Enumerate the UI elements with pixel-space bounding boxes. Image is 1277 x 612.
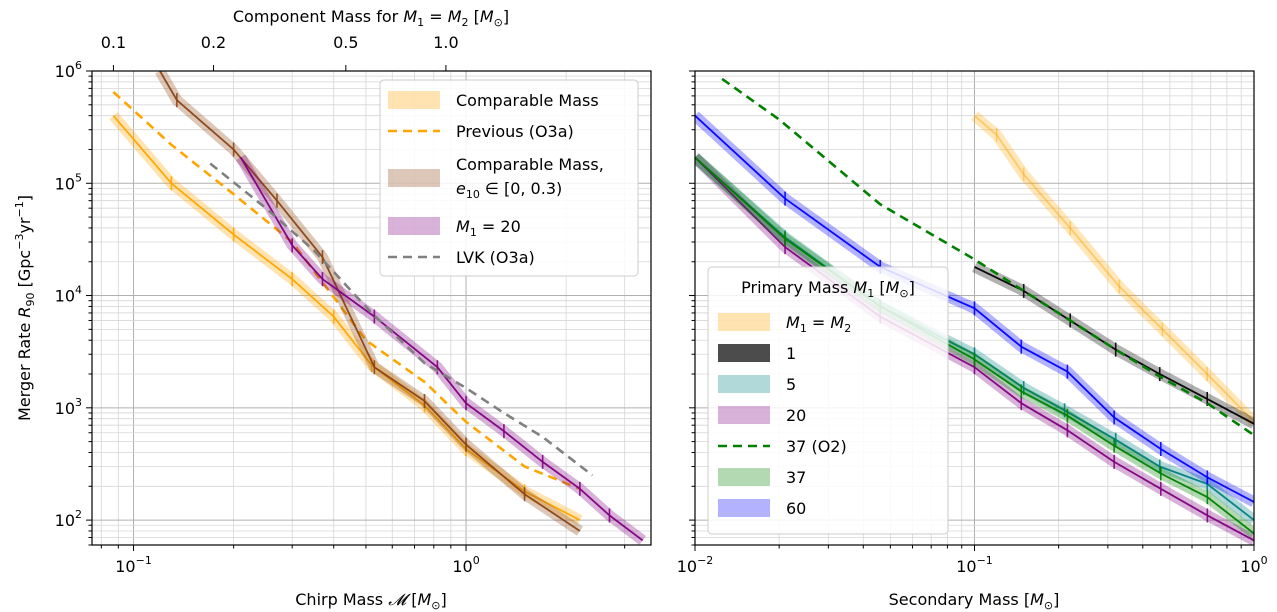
left-legend-box	[379, 79, 639, 277]
legend-swatch	[388, 91, 440, 109]
left-series	[109, 71, 647, 545]
legend-label: M1 = 20	[456, 217, 521, 239]
right-x-tick-label: 10−1	[956, 554, 993, 576]
top-tick-label: 1.0	[433, 33, 458, 52]
right-legend-box	[707, 266, 949, 535]
legend-swatch	[718, 375, 770, 393]
legend-label: LVK (O3a)	[456, 248, 535, 267]
top-tick-label: 0.1	[101, 33, 126, 52]
left-x-tick-label: 100	[452, 554, 479, 576]
legend-label: 60	[786, 499, 806, 518]
left-ticks: 10−1 100 102 103 104 105 106 0.1 0.2 0.5 1.0	[55, 33, 626, 576]
left-legend: Comparable Mass Previous (O3a) Comparable …	[379, 79, 639, 277]
legend-swatch	[718, 468, 770, 486]
legend-swatch	[718, 344, 770, 362]
right-series-6-line	[695, 115, 1254, 503]
legend-swatch	[718, 406, 770, 424]
right-panel: 10−2 10−1 100 Secondary Mass [M⊙] Primary …	[677, 70, 1268, 612]
right-x-tick-label: 100	[1240, 554, 1267, 576]
legend-label: Comparable Mass,	[456, 155, 604, 174]
legend-swatch	[718, 499, 770, 517]
legend-swatch	[388, 169, 440, 187]
legend-label: e10 ∈ [0, 0.3)	[456, 179, 562, 201]
legend-label: Previous (O3a)	[456, 122, 574, 141]
legend-label: 20	[786, 406, 806, 425]
left-y-tick-label: 105	[55, 171, 82, 193]
legend-label: 37	[786, 468, 806, 487]
left-series-2-line	[159, 71, 581, 532]
legend-label: 37 (O2)	[786, 437, 847, 456]
left-series-4-line	[209, 162, 594, 477]
left-y-tick-label: 102	[55, 508, 82, 530]
legend-label: 1	[786, 344, 796, 363]
left-y-tick-label: 106	[55, 59, 82, 81]
right-legend: Primary Mass M1 [M⊙] M1 = M2 1 5 20 37 (O2) 37…	[707, 266, 949, 535]
left-x-axis-title: Chirp Mass 𝓜 [M⊙]	[295, 590, 446, 612]
left-y-tick-label: 104	[55, 284, 82, 306]
right-ticks: 10−2 10−1 100	[677, 70, 1268, 576]
left-panel: 10−1 100 102 103 104 105 106 0.1 0.2 0.5 1.0 Compo…	[13, 7, 652, 612]
top-tick-label: 0.5	[333, 33, 358, 52]
left-x-tick-label: 10−1	[115, 554, 152, 576]
legend-swatch	[388, 217, 440, 235]
legend-label: M1 = M2	[786, 313, 851, 335]
left-axes-frame	[91, 70, 652, 546]
left-y-axis-title: Merger Rate R90 [Gpc−3yr−1]	[13, 195, 37, 421]
legend-label: 5	[786, 375, 796, 394]
left-top-axis-title: Component Mass for M1 = M2 [M⊙]	[233, 7, 509, 29]
right-x-axis-title: Secondary Mass [M⊙]	[889, 590, 1060, 612]
legend-swatch	[718, 313, 770, 331]
right-series-0-band	[970, 111, 1254, 426]
right-x-tick-label: 10−2	[677, 554, 714, 576]
right-series-4-line	[721, 77, 1254, 437]
legend-label: Comparable Mass	[456, 91, 599, 110]
right-legend-title: Primary Mass M1 [M⊙]	[741, 278, 915, 300]
top-tick-label: 0.2	[201, 33, 226, 52]
left-y-tick-label: 103	[55, 396, 82, 418]
right-series-0-line	[973, 115, 1254, 423]
